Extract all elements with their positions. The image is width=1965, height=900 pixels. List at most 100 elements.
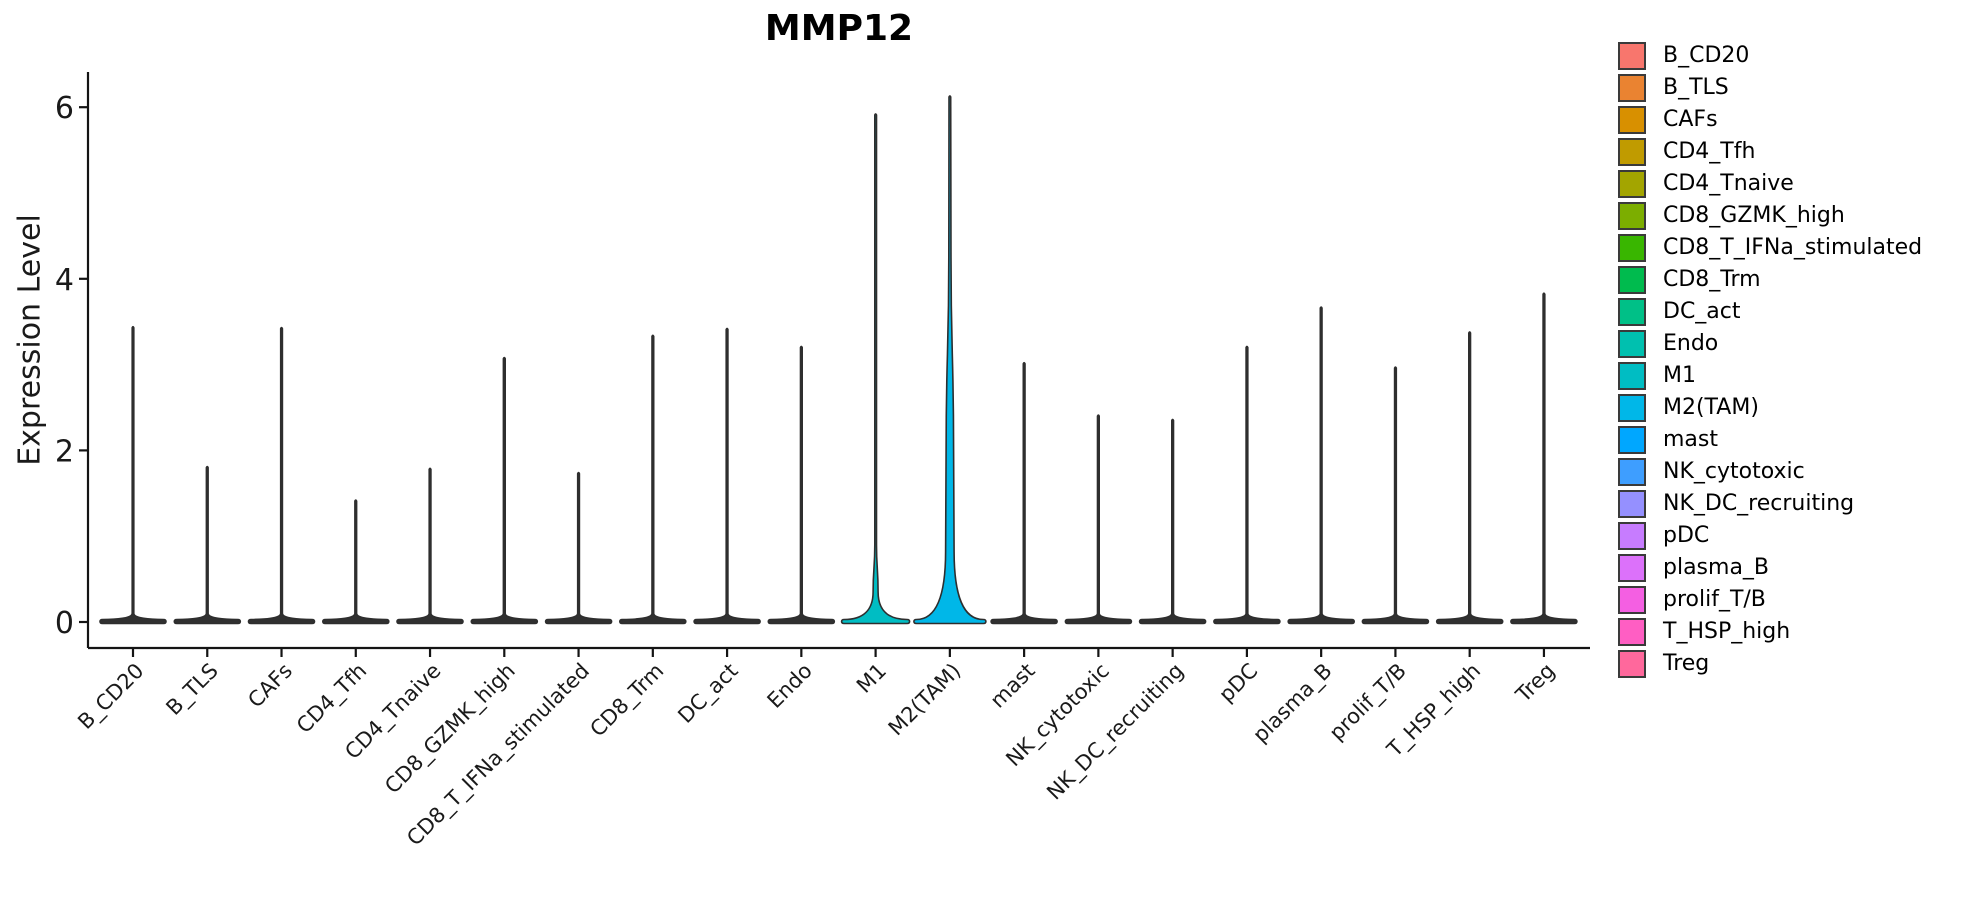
violin-plasma-B xyxy=(1287,306,1355,625)
legend-label: CD8_Trm xyxy=(1663,267,1761,292)
legend-item: Treg xyxy=(1618,650,1922,678)
legend-item: CD8_T_IFNa_stimulated xyxy=(1618,234,1922,262)
legend-label: NK_DC_recruiting xyxy=(1663,491,1855,516)
legend-swatch-icon xyxy=(1618,394,1646,422)
y-tick-label: 4 xyxy=(55,263,74,298)
legend-label: CD4_Tnaive xyxy=(1663,171,1794,196)
legend: B_CD20 B_TLS CAFs CD4_Tfh CD4_Tnaive CD8_GZMK… xyxy=(1618,42,1922,682)
violin-M1 xyxy=(840,113,911,625)
legend-item: Endo xyxy=(1618,330,1922,358)
violin-B-TLS xyxy=(173,465,242,625)
y-tick-label: 6 xyxy=(55,91,74,126)
violin-CD4-Tfh xyxy=(322,499,390,625)
violin-NK-DC-recruiting xyxy=(1138,418,1207,625)
legend-item: NK_cytotoxic xyxy=(1618,458,1922,486)
legend-swatch-icon xyxy=(1618,618,1646,646)
x-tick-label: mast xyxy=(986,659,1040,713)
violin-Treg xyxy=(1510,292,1578,625)
legend-item: M2(TAM) xyxy=(1618,394,1922,422)
legend-swatch-icon xyxy=(1618,170,1646,198)
legend-item: DC_act xyxy=(1618,298,1922,326)
legend-label: B_CD20 xyxy=(1663,43,1750,68)
x-tick-label: B_TLS xyxy=(161,659,223,721)
legend-item: mast xyxy=(1618,426,1922,454)
legend-swatch-icon xyxy=(1618,138,1646,166)
legend-item: CD8_GZMK_high xyxy=(1618,202,1922,230)
legend-label: NK_cytotoxic xyxy=(1663,459,1805,484)
legend-swatch-icon xyxy=(1618,554,1646,582)
legend-swatch-icon xyxy=(1618,298,1646,326)
legend-swatch-icon xyxy=(1618,586,1646,614)
legend-label: mast xyxy=(1663,427,1718,452)
legend-swatch-icon xyxy=(1618,522,1646,550)
legend-item: pDC xyxy=(1618,522,1922,550)
legend-label: pDC xyxy=(1663,523,1710,548)
x-tick-label: M2(TAM) xyxy=(884,659,966,741)
legend-item: NK_DC_recruiting xyxy=(1618,490,1922,518)
legend-swatch-icon xyxy=(1618,74,1646,102)
x-tick-label: DC_act xyxy=(673,659,743,729)
violin-mast xyxy=(990,361,1058,625)
violin-CD8-Trm xyxy=(619,334,687,625)
violin-CD8-T-IFNa-stimulated xyxy=(544,471,613,625)
x-tick-label: Endo xyxy=(763,659,817,713)
x-tick-label: Treg xyxy=(1511,659,1560,708)
violin-DC-act xyxy=(693,327,761,625)
violin-pDC xyxy=(1213,345,1281,625)
x-tick-label: CAFs xyxy=(243,659,297,713)
x-tick-label: CD8_Trm xyxy=(586,659,670,743)
legend-item: CD8_Trm xyxy=(1618,266,1922,294)
legend-item: CD4_Tfh xyxy=(1618,138,1922,166)
legend-swatch-icon xyxy=(1618,266,1646,294)
legend-swatch-icon xyxy=(1618,426,1646,454)
legend-item: CAFs xyxy=(1618,106,1922,134)
legend-label: M1 xyxy=(1663,363,1696,388)
legend-item: plasma_B xyxy=(1618,554,1922,582)
legend-swatch-icon xyxy=(1618,42,1646,70)
legend-label: DC_act xyxy=(1663,299,1741,324)
legend-swatch-icon xyxy=(1618,490,1646,518)
x-tick-label: CD8_GZMK_high xyxy=(380,659,520,799)
legend-item: T_HSP_high xyxy=(1618,618,1922,646)
x-tick-label: M1 xyxy=(852,659,891,698)
x-tick-label: plasma_B xyxy=(1248,659,1337,748)
legend-item: prolif_T/B xyxy=(1618,586,1922,614)
y-tick-label: 2 xyxy=(55,434,74,469)
legend-label: CAFs xyxy=(1663,107,1718,132)
violin-prolif-T-B xyxy=(1361,366,1430,625)
legend-item: B_TLS xyxy=(1618,74,1922,102)
violin-CD4-Tnaive xyxy=(396,467,464,625)
legend-swatch-icon xyxy=(1618,650,1646,678)
legend-label: plasma_B xyxy=(1663,555,1770,580)
x-tick-label: B_CD20 xyxy=(73,659,149,735)
legend-swatch-icon xyxy=(1618,234,1646,262)
legend-swatch-icon xyxy=(1618,202,1646,230)
legend-label: T_HSP_high xyxy=(1663,619,1791,644)
x-tick-label: pDC xyxy=(1214,659,1262,707)
violin-M2-TAM- xyxy=(913,95,987,625)
legend-swatch-icon xyxy=(1618,106,1646,134)
legend-label: M2(TAM) xyxy=(1663,395,1759,420)
legend-label: Treg xyxy=(1663,651,1710,676)
legend-label: prolif_T/B xyxy=(1663,587,1766,612)
legend-label: CD4_Tfh xyxy=(1663,139,1756,164)
legend-item: B_CD20 xyxy=(1618,42,1922,70)
legend-label: CD8_T_IFNa_stimulated xyxy=(1663,235,1923,260)
chart-title: MMP12 xyxy=(764,8,914,49)
violin-CD8-GZMK-high xyxy=(470,356,539,625)
legend-label: B_TLS xyxy=(1663,75,1729,100)
legend-swatch-icon xyxy=(1618,362,1646,390)
violin-B-CD20 xyxy=(99,325,167,625)
violin-CAFs xyxy=(247,326,316,625)
y-tick-label: 0 xyxy=(55,606,74,641)
legend-swatch-icon xyxy=(1618,458,1646,486)
violin-Endo xyxy=(767,345,836,625)
legend-swatch-icon xyxy=(1618,330,1646,358)
violin-T-HSP-high xyxy=(1435,331,1504,625)
legend-item: CD4_Tnaive xyxy=(1618,170,1922,198)
violin-NK-cytotoxic xyxy=(1064,414,1133,625)
x-tick-label: NK_DC_recruiting xyxy=(1042,659,1189,806)
legend-label: Endo xyxy=(1663,331,1719,356)
